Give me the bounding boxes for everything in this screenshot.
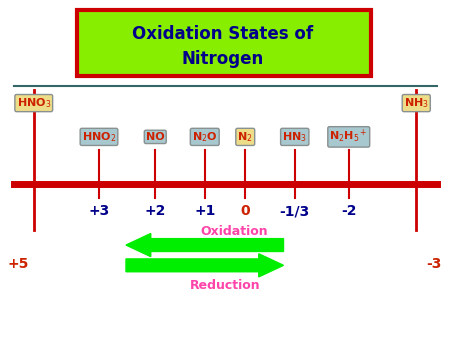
FancyArrow shape	[126, 254, 284, 277]
Text: HNO$_3$: HNO$_3$	[17, 96, 51, 110]
Text: +1: +1	[194, 204, 216, 218]
Text: HN$_3$: HN$_3$	[282, 130, 307, 144]
Text: +3: +3	[88, 204, 110, 218]
Text: Oxidation States of: Oxidation States of	[132, 25, 313, 43]
Text: N$_2$O: N$_2$O	[192, 130, 217, 144]
Text: NH$_3$: NH$_3$	[404, 96, 428, 110]
Text: N$_2$H$_5$$^+$: N$_2$H$_5$$^+$	[329, 128, 368, 145]
Text: -3: -3	[427, 257, 442, 271]
Text: -1/3: -1/3	[279, 204, 310, 218]
Text: HNO$_2$: HNO$_2$	[82, 130, 116, 144]
FancyBboxPatch shape	[76, 10, 371, 76]
Text: Nitrogen: Nitrogen	[182, 50, 264, 68]
Text: Oxidation: Oxidation	[200, 225, 268, 238]
Text: +2: +2	[144, 204, 166, 218]
Text: N$_2$: N$_2$	[238, 130, 253, 144]
Text: NO: NO	[146, 132, 165, 142]
Text: 0: 0	[240, 204, 250, 218]
Text: -2: -2	[341, 204, 356, 218]
Text: +5: +5	[7, 257, 29, 271]
FancyArrow shape	[126, 234, 284, 257]
Text: Reduction: Reduction	[190, 279, 260, 292]
